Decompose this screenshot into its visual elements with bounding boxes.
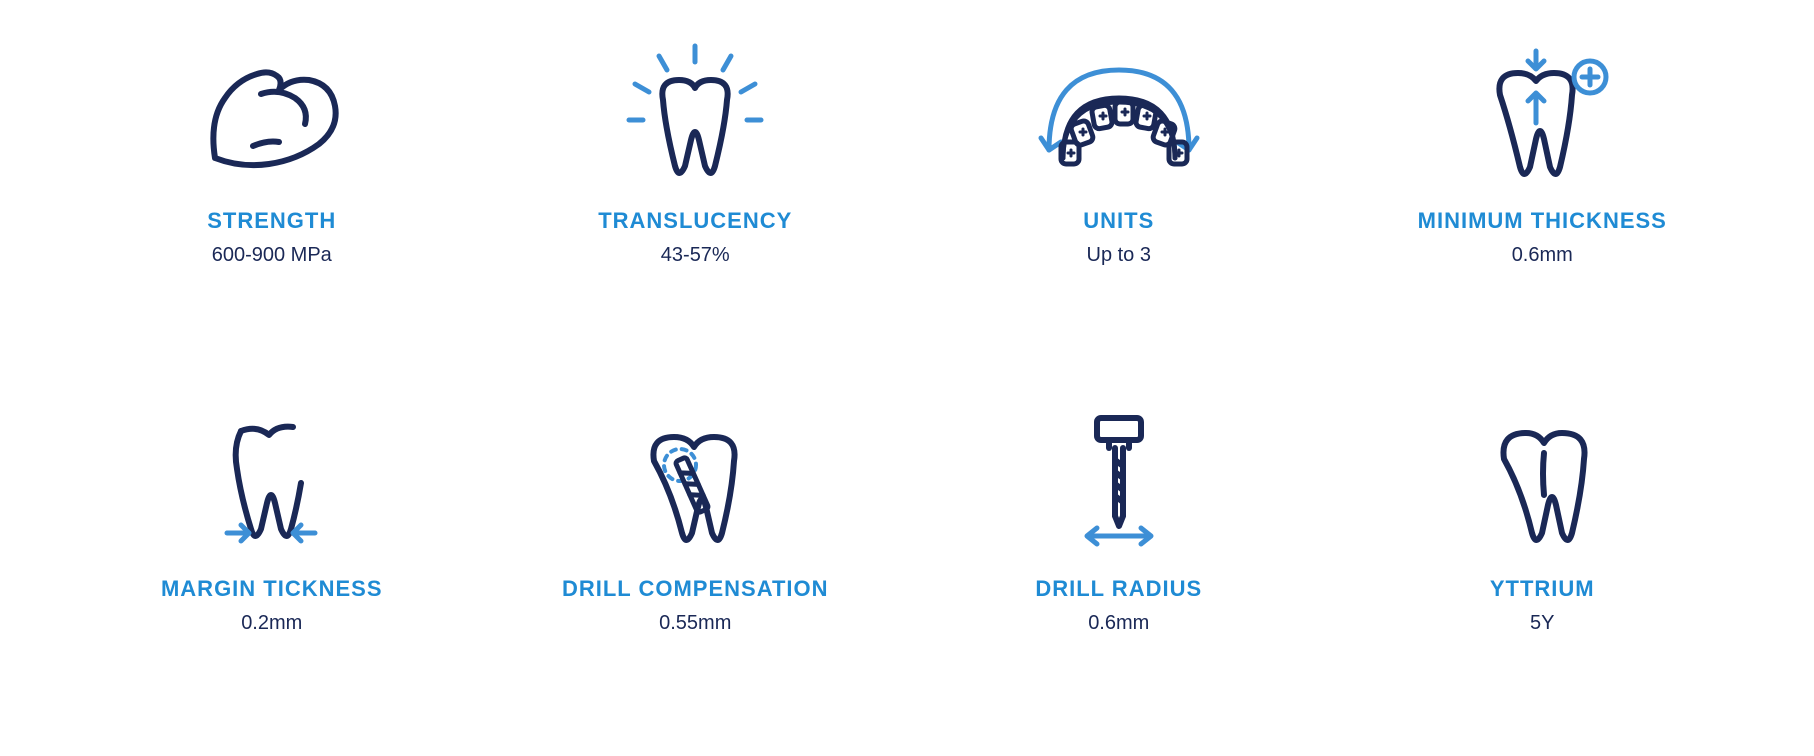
min-thickness-icon <box>1462 40 1622 190</box>
translucency-icon <box>615 40 775 190</box>
strength-icon <box>197 40 347 190</box>
yttrium-value: 5Y <box>1530 612 1554 635</box>
drill-radius-icon <box>1059 408 1179 558</box>
cell-min-thickness: MINIMUM THICKNESS 0.6mm <box>1351 40 1735 348</box>
margin-thickness-value: 0.2mm <box>241 612 302 635</box>
units-title: UNITS <box>1083 208 1154 234</box>
drill-radius-title: DRILL RADIUS <box>1035 576 1202 602</box>
translucency-value: 43-57% <box>661 244 730 267</box>
drill-compensation-icon <box>620 408 770 558</box>
drill-radius-value: 0.6mm <box>1088 612 1149 635</box>
cell-drill-compensation: DRILL COMPENSATION 0.55mm <box>504 408 888 716</box>
strength-value: 600-900 MPa <box>212 244 332 267</box>
cell-yttrium: YTTRIUM 5Y <box>1351 408 1735 716</box>
cell-strength: STRENGTH 600-900 MPa <box>80 40 464 348</box>
units-value: Up to 3 <box>1087 244 1151 267</box>
translucency-title: TRANSLUCENCY <box>598 208 792 234</box>
cell-units: UNITS Up to 3 <box>927 40 1311 348</box>
drill-compensation-title: DRILL COMPENSATION <box>562 576 829 602</box>
yttrium-title: YTTRIUM <box>1490 576 1595 602</box>
spec-grid: STRENGTH 600-900 MPa <box>80 40 1734 716</box>
cell-margin-thickness: MARGIN TICKNESS 0.2mm <box>80 408 464 716</box>
min-thickness-value: 0.6mm <box>1512 244 1573 267</box>
cell-drill-radius: DRILL RADIUS 0.6mm <box>927 408 1311 716</box>
drill-compensation-value: 0.55mm <box>659 612 731 635</box>
units-icon <box>1019 40 1219 190</box>
min-thickness-title: MINIMUM THICKNESS <box>1418 208 1667 234</box>
cell-translucency: TRANSLUCENCY 43-57% <box>504 40 888 348</box>
margin-thickness-icon <box>197 408 347 558</box>
yttrium-icon <box>1472 408 1612 558</box>
margin-thickness-title: MARGIN TICKNESS <box>161 576 383 602</box>
strength-title: STRENGTH <box>207 208 336 234</box>
